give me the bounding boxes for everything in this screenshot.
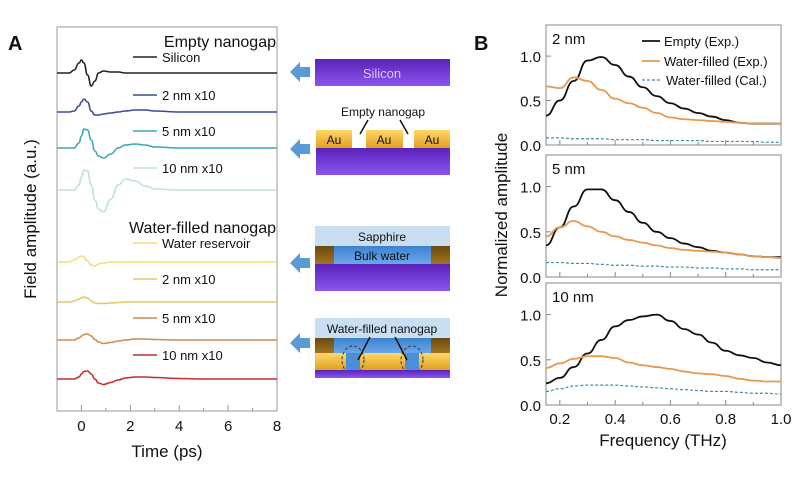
y-tick-label: 1.0 bbox=[520, 49, 541, 66]
empty-nanogap-schematic: Empty nanogap Au Au Au bbox=[290, 105, 450, 175]
x-tick-label: 0.6 bbox=[660, 411, 681, 428]
series-line bbox=[57, 59, 277, 87]
x-tick-label: 8 bbox=[273, 418, 281, 435]
legend-label: 2 nm x10 bbox=[162, 88, 215, 103]
y-tick-label: 1.0 bbox=[520, 308, 541, 325]
subplot-label: 10 nm bbox=[552, 289, 594, 306]
panel-a-series: Silicon 2 nm x10 5 nm x10 10 nm x10 Water re… bbox=[56, 50, 277, 386]
subplot-2nm: 0.0 0.5 1.0 2 nm bbox=[520, 24, 782, 155]
x-tick-label: 0.2 bbox=[549, 411, 570, 428]
legend-label: 2 nm x10 bbox=[162, 272, 215, 287]
y-tick-label: 0.5 bbox=[520, 353, 541, 370]
x-tick-label: 0.8 bbox=[715, 411, 736, 428]
legend-label: Water reservoir bbox=[162, 236, 251, 251]
arrow-left-icon bbox=[290, 253, 310, 273]
subplot-frame bbox=[545, 282, 782, 406]
panel-a-xticks: 0 2 4 6 8 bbox=[56, 405, 281, 435]
arrow-left-icon bbox=[290, 139, 310, 159]
panel-b-ylabel: Normalized amplitude bbox=[492, 133, 511, 297]
series-line bbox=[545, 76, 781, 125]
x-tick-label: 0 bbox=[77, 418, 85, 435]
x-tick-label: 0.4 bbox=[605, 411, 626, 428]
y-tick-label: 0.5 bbox=[520, 225, 541, 242]
arrow-left-icon bbox=[290, 62, 310, 82]
series-line bbox=[546, 137, 781, 143]
svg-text:Sapphire: Sapphire bbox=[358, 230, 406, 244]
arrow-left-icon bbox=[290, 333, 310, 353]
svg-text:Silicon: Silicon bbox=[363, 66, 401, 81]
panel-label-a: A bbox=[8, 33, 22, 55]
panel-label-b: B bbox=[474, 33, 488, 55]
legend-label: Silicon bbox=[162, 50, 200, 65]
subplot-10nm: 0.0 0.5 1.0 10 nm bbox=[520, 282, 782, 415]
legend-water-exp: Water-filled (Exp.) bbox=[664, 54, 768, 69]
panel-a-ylabel: Field amplitude (a.u.) bbox=[21, 139, 40, 299]
legend-label: 10 nm x10 bbox=[162, 161, 223, 176]
legend-empty-exp: Empty (Exp.) bbox=[664, 34, 739, 49]
legend-label: 5 nm x10 bbox=[162, 311, 215, 326]
svg-text:Empty nanogap: Empty nanogap bbox=[341, 105, 425, 119]
series-line bbox=[57, 255, 277, 267]
series-line bbox=[545, 384, 782, 395]
series-line bbox=[57, 333, 277, 345]
legend-label: 10 nm x10 bbox=[162, 348, 223, 363]
svg-text:Water-filled nanogap: Water-filled nanogap bbox=[327, 322, 438, 336]
subplot-label: 5 nm bbox=[552, 161, 585, 178]
subplot-frame bbox=[545, 154, 782, 278]
x-tick-label: 4 bbox=[175, 418, 183, 435]
series-line bbox=[56, 169, 277, 213]
schematics: Silicon Empty nanogap Au Au Au Sapphire … bbox=[290, 59, 450, 378]
subplot-frame bbox=[545, 24, 782, 146]
panel-a-xlabel: Time (ps) bbox=[131, 442, 202, 461]
series-line bbox=[57, 98, 277, 116]
series-line bbox=[57, 128, 277, 159]
series-line bbox=[545, 313, 782, 385]
panel-b-xlabel: Frequency (THz) bbox=[599, 431, 727, 450]
svg-text:Bulk water: Bulk water bbox=[354, 249, 410, 263]
x-tick-label: 2 bbox=[126, 418, 134, 435]
subplot-5nm: 0.0 0.5 1.0 5 nm bbox=[520, 154, 782, 287]
y-tick-label: 0.5 bbox=[520, 94, 541, 111]
water-filled-nanogap-schematic: Water-filled nanogap bbox=[290, 318, 450, 378]
silicon-schematic: Silicon bbox=[290, 59, 450, 86]
bulk-water-schematic: Sapphire Bulk water bbox=[290, 226, 450, 291]
svg-text:Au: Au bbox=[327, 133, 342, 147]
y-tick-label: 0.0 bbox=[520, 270, 541, 287]
x-tick-label: 6 bbox=[224, 418, 232, 435]
svg-text:Au: Au bbox=[377, 133, 392, 147]
y-tick-label: 0.0 bbox=[520, 398, 541, 415]
panel-b-subplots: 0.0 0.5 1.0 2 nm 0.0 0.5 1.0 5 nm 0.0 0.5 1.0 10 nm… bbox=[520, 24, 792, 428]
y-tick-label: 1.0 bbox=[520, 180, 541, 197]
series-line bbox=[545, 220, 782, 259]
group-label-water: Water-filled nanogap bbox=[129, 220, 276, 237]
subplot-label: 2 nm bbox=[552, 31, 585, 48]
x-tick-label: 1.0 bbox=[771, 411, 792, 428]
group-label-empty: Empty nanogap bbox=[164, 34, 276, 51]
series-line bbox=[545, 355, 781, 383]
series-line bbox=[545, 261, 781, 271]
series-line bbox=[56, 370, 277, 386]
legend-label: 5 nm x10 bbox=[162, 124, 215, 139]
y-tick-label: 0.0 bbox=[520, 138, 541, 155]
panel-b-legend: Empty (Exp.) Water-filled (Exp.) Water-f… bbox=[642, 34, 768, 88]
legend-water-cal: Water-filled (Cal.) bbox=[666, 73, 767, 88]
panel-a-frame bbox=[56, 26, 278, 412]
svg-text:Au: Au bbox=[425, 133, 440, 147]
series-line bbox=[57, 296, 277, 305]
